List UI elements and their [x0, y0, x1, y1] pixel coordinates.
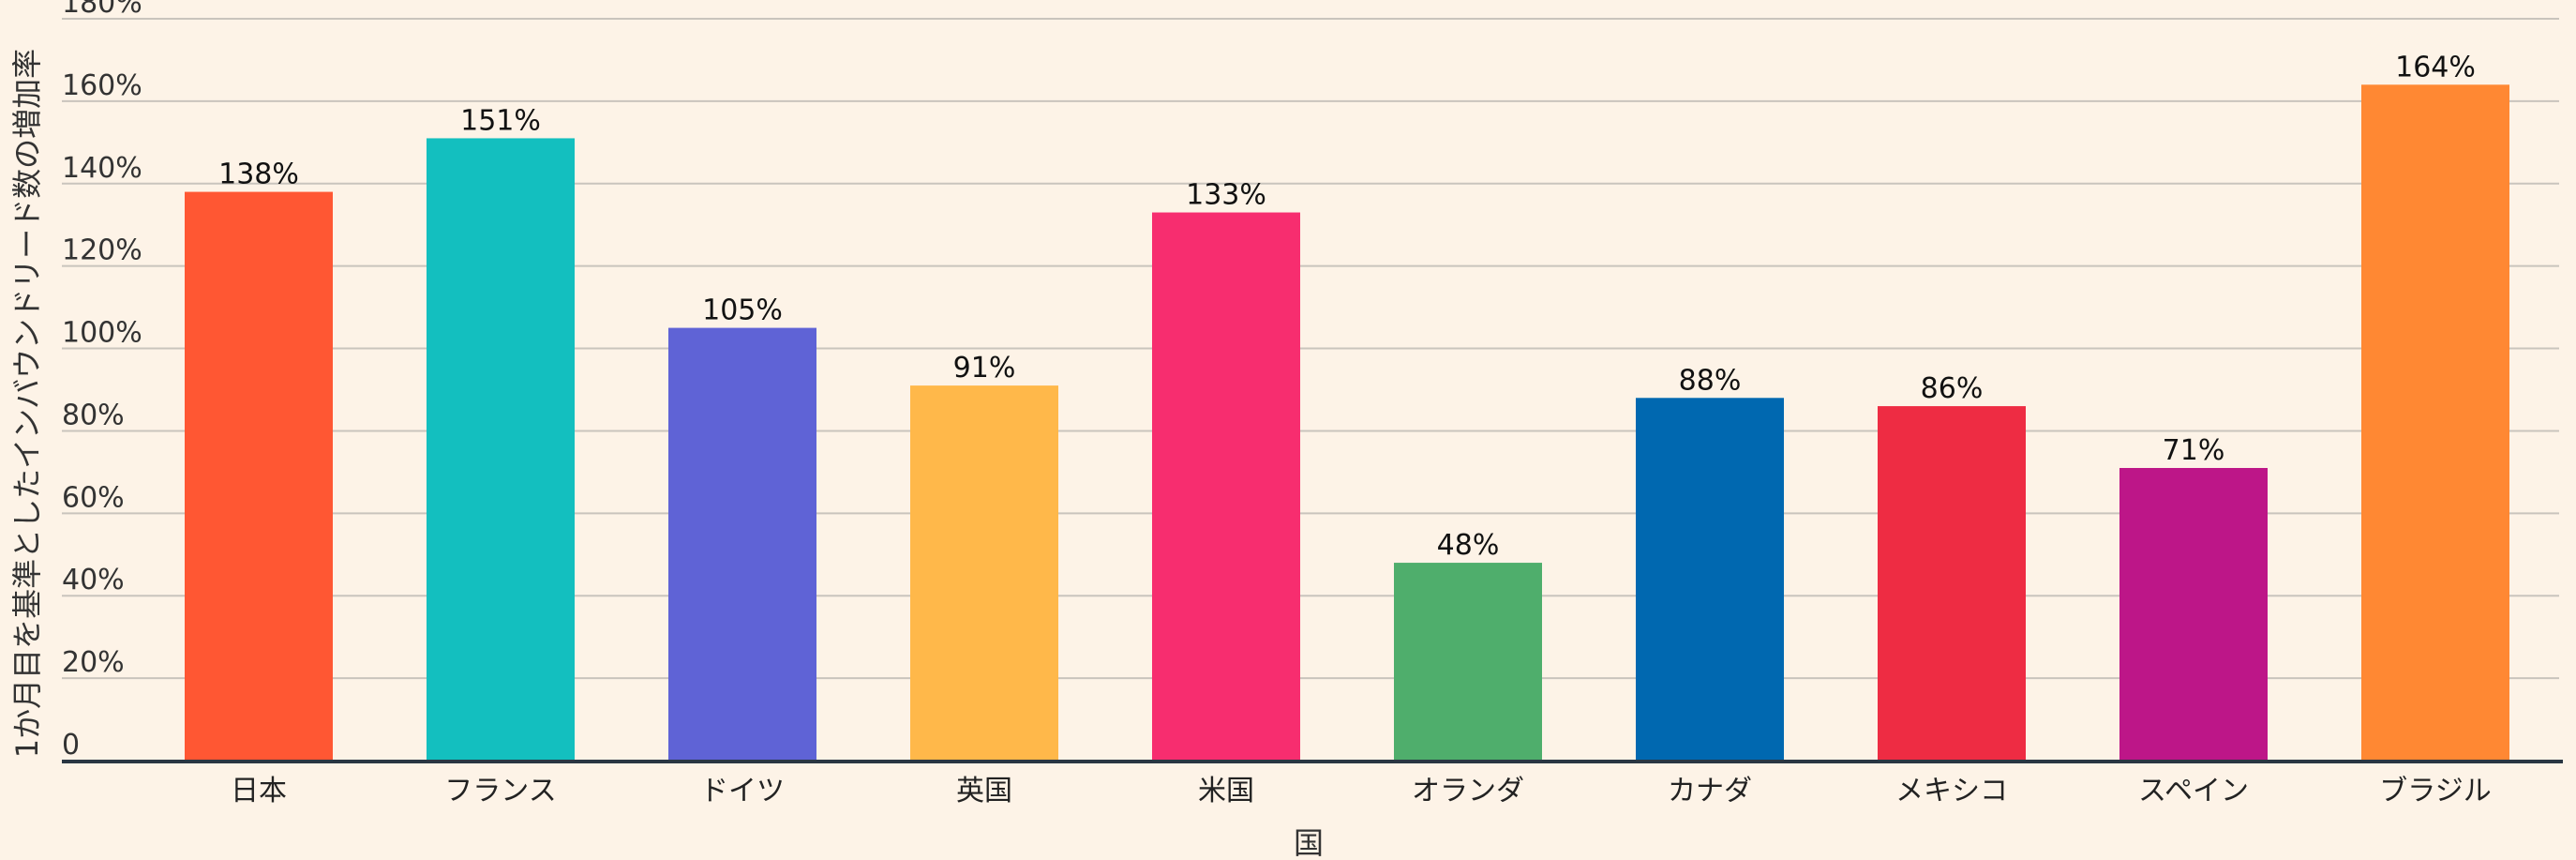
bar: [185, 191, 333, 762]
y-tick-label: 180%: [62, 0, 142, 20]
data-label: 88%: [1679, 364, 1742, 397]
x-tick-label: カナダ: [1668, 775, 1752, 807]
data-label: 71%: [2163, 434, 2225, 467]
x-tick-label: 米国: [1198, 775, 1254, 807]
data-label: 164%: [2395, 51, 2476, 83]
x-tick-label: ブラジル: [2379, 775, 2491, 807]
bar: [1636, 398, 1784, 761]
bars: [185, 84, 2509, 762]
y-tick-label: 100%: [62, 317, 142, 350]
y-tick-label: 40%: [62, 564, 125, 596]
x-tick-label: 英国: [956, 775, 1012, 807]
bar: [1878, 406, 2026, 761]
x-tick-label: メキシコ: [1895, 775, 2008, 807]
data-label: 91%: [953, 352, 1016, 385]
bar: [1152, 212, 1300, 762]
bar: [1394, 563, 1542, 761]
x-tick-label: フランス: [444, 775, 556, 807]
bar: [910, 385, 1058, 761]
x-tick-label: オランダ: [1412, 775, 1524, 807]
bar: [668, 327, 816, 761]
data-label: 86%: [1921, 372, 1984, 405]
y-tick-label: 0: [62, 729, 80, 762]
data-label: 133%: [1186, 179, 1266, 212]
data-labels: 138% 151% 105% 91% 133% 48% 88% 86% 71% 164%: [218, 51, 2476, 562]
bar: [2361, 84, 2509, 762]
y-tick-label: 20%: [62, 646, 125, 679]
y-tick-label: 140%: [62, 152, 142, 185]
bar: [427, 138, 575, 761]
y-tick-label: 80%: [62, 399, 125, 431]
data-label: 138%: [218, 158, 299, 191]
x-tick-labels: 日本 フランス ドイツ 英国 米国 オランダ カナダ メキシコ スペイン ブラジル: [231, 775, 2492, 807]
x-tick-label: ドイツ: [700, 775, 785, 807]
data-label: 105%: [702, 294, 783, 327]
y-tick-labels: 0 20% 40% 60% 80% 100% 120% 140% 160% 180%: [62, 0, 142, 762]
x-axis-title: 国: [1294, 825, 1324, 860]
x-tick-label: スペイン: [2138, 775, 2249, 807]
data-label: 48%: [1437, 529, 1500, 562]
y-tick-label: 60%: [62, 481, 125, 514]
y-tick-label: 160%: [62, 69, 142, 102]
y-tick-label: 120%: [62, 234, 142, 267]
y-axis-title: 1か月目を基準としたインバウンドリード数の増加率: [9, 49, 45, 758]
data-label: 151%: [460, 104, 541, 137]
x-tick-label: 日本: [231, 775, 287, 807]
bar: [2119, 467, 2268, 761]
